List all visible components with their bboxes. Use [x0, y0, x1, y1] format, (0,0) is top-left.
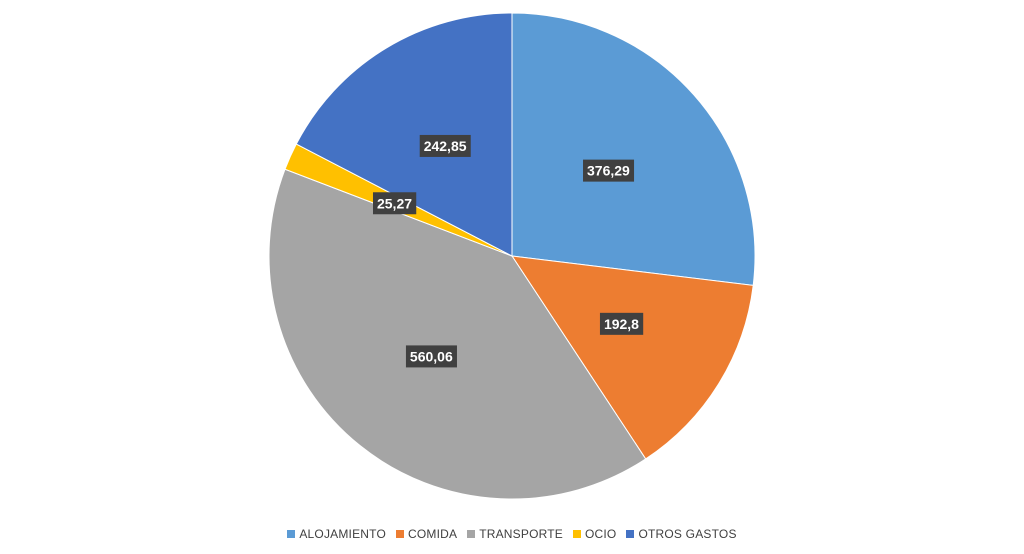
pie-slice-transporte [268, 168, 647, 500]
chart-legend: ALOJAMIENTO COMIDA TRANSPORTE OCIO OTROS GAS… [0, 524, 1024, 544]
data-label-alojamiento: 376,29 [583, 159, 635, 182]
legend-label: OTROS GASTOS [638, 527, 737, 541]
legend-swatch [626, 530, 635, 538]
legend-label: TRANSPORTE [479, 527, 563, 541]
legend-item-alojamiento: ALOJAMIENTO [287, 527, 386, 541]
data-label-box [419, 134, 471, 157]
data-label-value: 242,85 [424, 138, 467, 154]
legend-swatch [467, 530, 476, 538]
legend-swatch [287, 530, 296, 538]
data-label-box [583, 159, 635, 182]
pie-slice-otros-gastos [295, 12, 513, 257]
data-label-comida: 192,8 [599, 312, 644, 335]
data-label-transporte: 560,06 [405, 345, 457, 368]
legend-swatch [573, 530, 581, 538]
legend-item-otros-gastos: OTROS GASTOS [626, 527, 736, 541]
data-label-value: 376,29 [587, 163, 630, 179]
legend-label: ALOJAMIENTO [299, 527, 386, 541]
data-label-box [405, 345, 457, 368]
pie-slices [268, 12, 756, 500]
pie-slice-comida [510, 255, 754, 460]
legend-swatch [396, 530, 404, 538]
legend-item-ocio: OCIO [573, 527, 616, 541]
data-label-value: 25,27 [377, 195, 412, 211]
data-label-box [372, 192, 417, 215]
data-label-box [599, 312, 644, 335]
data-label-ocio: 25,27 [372, 192, 417, 215]
legend-label: OCIO [585, 527, 617, 541]
legend-item-comida: COMIDA [396, 527, 457, 541]
legend-item-transporte: TRANSPORTE [467, 527, 563, 541]
legend-label: COMIDA [408, 527, 458, 541]
pie-slice-alojamiento [511, 12, 756, 286]
pie-data-labels: 376,29 192,8 560,06 25,27 242,85 [372, 134, 644, 368]
data-label-otros-gastos: 242,85 [419, 134, 471, 157]
data-label-value: 560,06 [410, 348, 453, 364]
data-label-value: 192,8 [604, 316, 639, 332]
